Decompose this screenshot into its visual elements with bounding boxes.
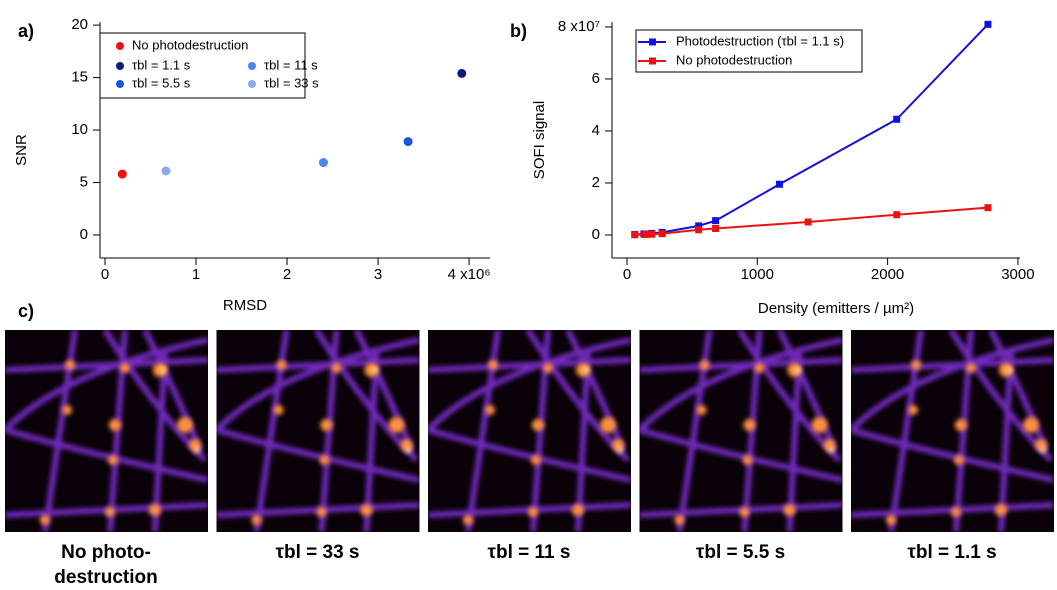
legend-label: τbl = 11 s xyxy=(264,57,318,72)
legend-label: No photodestruction xyxy=(132,37,248,52)
marker xyxy=(641,230,649,238)
panel-label: b) xyxy=(510,21,527,41)
x-tick-label: 4 x10⁶ xyxy=(448,266,491,283)
y-axis-label: SNR xyxy=(13,134,30,166)
micrograph xyxy=(5,330,208,532)
legend-label: Photodestruction (τbl = 1.1 s) xyxy=(676,33,844,48)
point xyxy=(403,137,413,147)
marker xyxy=(648,230,656,238)
point xyxy=(318,158,328,168)
x-tick-label: 3 xyxy=(374,266,382,283)
legend-label: τbl = 1.1 s xyxy=(132,57,191,72)
y-tick-label: 8 x10⁷ xyxy=(558,18,600,35)
x-tick-label: 1 xyxy=(192,266,200,283)
point xyxy=(457,68,467,78)
legend-label: τbl = 33 s xyxy=(264,75,319,90)
micrograph xyxy=(217,330,420,532)
point xyxy=(161,166,171,176)
y-tick-label: 5 xyxy=(80,173,88,190)
x-tick-label: 1000 xyxy=(741,266,774,283)
legend-marker xyxy=(248,62,256,70)
legend-marker xyxy=(649,38,656,46)
y-axis-label: SOFI signal xyxy=(531,101,548,179)
legend-marker xyxy=(248,80,256,88)
y-tick-label: 0 xyxy=(592,226,600,243)
caption: τbl = 33 s xyxy=(276,542,360,563)
legend-marker xyxy=(116,42,124,50)
marker xyxy=(893,115,901,123)
image-panels xyxy=(5,330,1054,532)
legend-box xyxy=(99,32,306,99)
marker xyxy=(695,226,703,234)
x-tick-label: 0 xyxy=(623,266,631,283)
caption: τbl = 11 s xyxy=(488,542,571,563)
legend-marker xyxy=(649,57,656,65)
marker xyxy=(804,218,812,226)
legend-marker xyxy=(116,80,124,88)
y-tick-label: 4 xyxy=(592,122,600,139)
y-tick-label: 0 xyxy=(80,226,88,243)
marker xyxy=(775,180,783,188)
legend-label: No photodestruction xyxy=(676,52,792,67)
x-axis-label: Density (emitters / µm²) xyxy=(758,300,914,317)
marker xyxy=(631,231,639,239)
marker xyxy=(984,20,992,28)
marker xyxy=(658,230,666,238)
point xyxy=(117,169,127,179)
micrograph xyxy=(851,330,1054,532)
marker xyxy=(712,217,720,225)
y-tick-label: 15 xyxy=(71,69,88,86)
y-tick-label: 6 xyxy=(592,70,600,87)
caption: No photo- xyxy=(61,542,151,563)
x-tick-label: 2000 xyxy=(871,266,904,283)
panel-label: c) xyxy=(18,301,34,321)
marker xyxy=(984,204,992,212)
x-tick-label: 0 xyxy=(101,266,109,283)
legend-box xyxy=(635,29,863,73)
x-axis-label: RMSD xyxy=(223,297,267,314)
y-tick-label: 10 xyxy=(71,121,88,138)
y-tick-label: 20 xyxy=(71,16,88,33)
caption: destruction xyxy=(54,567,157,588)
panel-label: a) xyxy=(18,21,34,41)
marker xyxy=(695,222,703,230)
caption: τbl = 5.5 s xyxy=(696,542,785,563)
micrograph xyxy=(428,330,631,532)
legend-marker xyxy=(116,62,124,70)
micrograph xyxy=(640,330,843,532)
y-tick-label: 2 xyxy=(592,174,600,191)
legend-label: τbl = 5.5 s xyxy=(132,75,191,90)
marker xyxy=(893,211,901,219)
x-tick-label: 3000 xyxy=(1001,266,1034,283)
x-tick-label: 2 xyxy=(283,266,291,283)
caption: τbl = 1.1 s xyxy=(907,542,996,563)
marker xyxy=(712,224,720,232)
